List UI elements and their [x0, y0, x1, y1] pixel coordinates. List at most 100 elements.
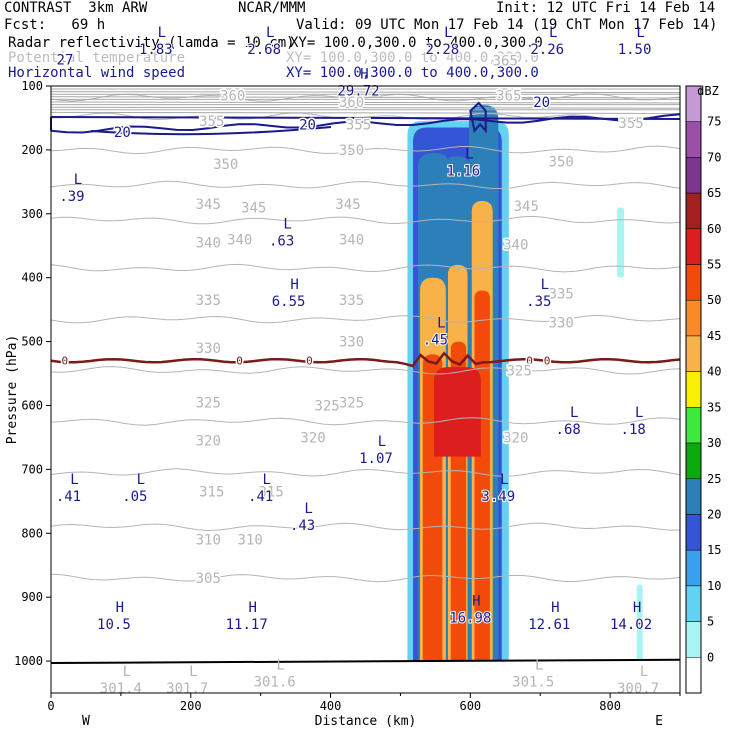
field-theta-xy: XY= 100.0,300.0 to 400.0,300.0 [286, 50, 539, 66]
extremum-value-13: .68 [556, 422, 581, 438]
y-tick-label-200: 200 [21, 143, 43, 157]
extremum-type-1: L [158, 25, 166, 41]
theta-label-27: 325 [314, 398, 339, 414]
extremum-type-9: L [283, 217, 291, 233]
theta-label-10: 345 [335, 197, 360, 213]
theta-label-12: 345 [196, 197, 221, 213]
wind-contour-inner [90, 126, 332, 136]
theta-label-14: 340 [196, 236, 221, 252]
theta-label-30: 320 [503, 430, 528, 446]
wind-contour-jet-core [469, 101, 487, 134]
colorbar-label-10: 10 [707, 579, 721, 593]
extremum-type-25: H [633, 600, 641, 616]
extremum-value-11: .35 [526, 294, 551, 310]
theta-isotherm-320 [50, 417, 681, 426]
theta-label-26: 325 [196, 395, 221, 411]
theta-isotherm-345 [50, 180, 681, 190]
x-tick-label-600: 600 [459, 699, 481, 713]
x-tick-label-400: 400 [320, 699, 342, 713]
theta-label-19: 335 [339, 293, 364, 309]
extremum-value-8: .39 [59, 189, 84, 205]
extremum-value-12: .45 [423, 333, 448, 349]
theta-label-29: 320 [300, 430, 325, 446]
extremum-type-2: L [266, 25, 274, 41]
extremum-type-26: L [123, 664, 131, 680]
extremum-type-22: H [248, 600, 256, 616]
colorbar-label-50: 50 [707, 293, 721, 307]
colorbar-frame [685, 85, 702, 694]
extremum-type-23: H [472, 594, 480, 610]
extremum-type-20: L [304, 501, 312, 517]
extremum-value-9: .63 [269, 234, 294, 250]
extremum-value-1: 1.83 [139, 42, 173, 58]
theta-label-17: 340 [503, 237, 528, 253]
theta-label-28: 320 [196, 434, 221, 450]
extremum-value-25: 14.02 [610, 617, 652, 633]
colorbar-swatch-5 [685, 478, 702, 515]
theta-label-23: 330 [549, 315, 574, 331]
theta-label-4: 355 [346, 117, 371, 133]
y-tick-label-900: 900 [21, 590, 43, 604]
reflectivity-echo-lower [636, 584, 643, 662]
extremum-type-5: L [636, 25, 644, 41]
theta-label-8: 350 [213, 157, 238, 173]
y-tick-label-800: 800 [21, 526, 43, 540]
theta-label-16: 340 [339, 232, 364, 248]
plot-frame [50, 85, 681, 694]
colorbar-label-5: 5 [707, 615, 714, 629]
colorbar-swatch-14 [685, 157, 702, 194]
extremum-type-8: L [74, 172, 82, 188]
extremum-type-21: H [116, 600, 124, 616]
ground-line [50, 658, 681, 664]
colorbar-swatch-6 [685, 442, 702, 480]
extremum-value-30: 300.7 [617, 681, 659, 697]
extremum-value-0: 27 [57, 53, 74, 69]
extremum-type-10: H [290, 277, 298, 293]
colorbar-label-0: 0 [707, 650, 714, 664]
extremum-value-28: 301.6 [254, 674, 296, 690]
theta-label-34: 310 [238, 533, 263, 549]
y-tick-label-500: 500 [21, 335, 43, 349]
colorbar-swatch-7 [685, 407, 702, 444]
x-tick-label-800: 800 [599, 699, 621, 713]
colorbar-swatch-11 [685, 264, 702, 301]
extremum-type-11: L [541, 277, 549, 293]
colorbar-label-20: 20 [707, 507, 721, 521]
extremum-value-27: 301.7 [166, 681, 208, 697]
colorbar-label-30: 30 [707, 436, 721, 450]
colorbar-swatch-2 [685, 585, 702, 622]
y-tick-label-400: 400 [21, 271, 43, 285]
y-axis-title: Pressure (hPa) [5, 335, 20, 445]
extremum-value-20: .43 [290, 518, 315, 534]
field-wind-xy: XY= 100.0,300.0 to 400.0,300.0 [286, 65, 539, 81]
theta-isotherm-305 [50, 573, 681, 583]
colorbar-label-70: 70 [707, 150, 721, 164]
extremum-type-15: L [378, 434, 386, 450]
extremum-value-17: .41 [56, 489, 81, 505]
extremum-type-18: L [137, 472, 145, 488]
colorbar-label-15: 15 [707, 543, 721, 557]
theta-label-2: 355 [199, 114, 224, 130]
extremum-type-12: L [437, 316, 445, 332]
zero-contour-label-2: 0 [306, 355, 313, 368]
extremum-type-19: L [262, 472, 270, 488]
colorbar-label-65: 65 [707, 186, 721, 200]
colorbar-label-55: 55 [707, 258, 721, 272]
y-tick-label-600: 600 [21, 398, 43, 412]
zero-contour-label-4: 0 [544, 355, 551, 368]
zero-contour-line [50, 351, 681, 368]
theta-band-line-5 [50, 101, 681, 104]
colorbar-label-75: 75 [707, 115, 721, 129]
theta-label-22: 330 [339, 335, 364, 351]
east-label: E [655, 714, 663, 729]
wind-contour-upper [50, 116, 681, 120]
theta-label-7: 350 [339, 143, 364, 159]
theta-isotherm-310 [50, 522, 681, 532]
extremum-type-16: L [500, 472, 508, 488]
theta-label-3: 355 [618, 116, 643, 132]
field-wind-name: Horizontal wind speed [8, 65, 186, 81]
theta-band-line-9 [50, 111, 681, 114]
x-tick-label-0: 0 [47, 699, 54, 713]
extremum-type-13: L [570, 405, 578, 421]
